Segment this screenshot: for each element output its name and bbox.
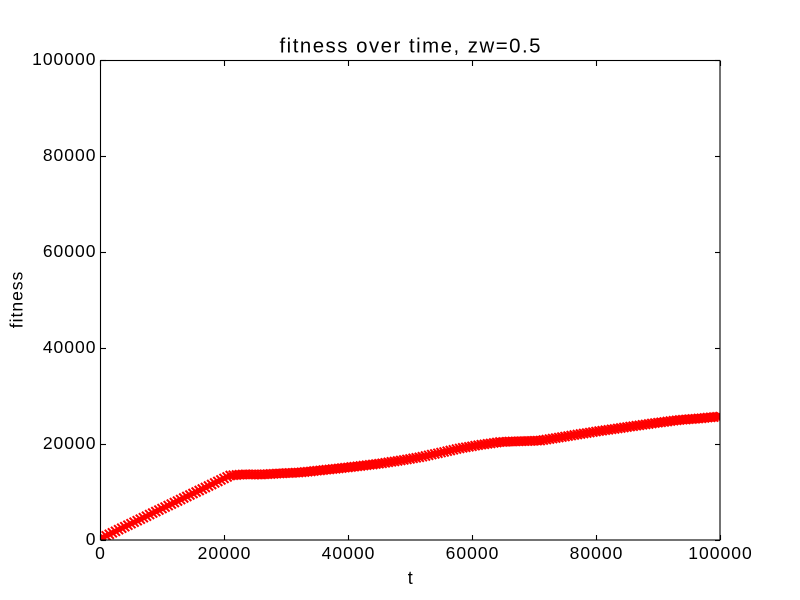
svg-text:fitness: fitness: [7, 271, 27, 329]
svg-text:0: 0: [86, 529, 97, 549]
svg-text:t: t: [408, 568, 413, 588]
svg-text:60000: 60000: [43, 241, 97, 261]
svg-text:60000: 60000: [446, 543, 500, 563]
svg-text:40000: 40000: [43, 337, 97, 357]
svg-text:0: 0: [95, 543, 106, 563]
svg-text:80000: 80000: [570, 543, 624, 563]
svg-text:40000: 40000: [322, 543, 376, 563]
svg-text:100000: 100000: [688, 543, 752, 563]
svg-text:100000: 100000: [32, 49, 96, 69]
svg-text:20000: 20000: [43, 433, 97, 453]
svg-text:20000: 20000: [198, 543, 252, 563]
svg-text:80000: 80000: [43, 145, 97, 165]
svg-text:fitness over time, zw=0.5: fitness over time, zw=0.5: [280, 36, 542, 58]
